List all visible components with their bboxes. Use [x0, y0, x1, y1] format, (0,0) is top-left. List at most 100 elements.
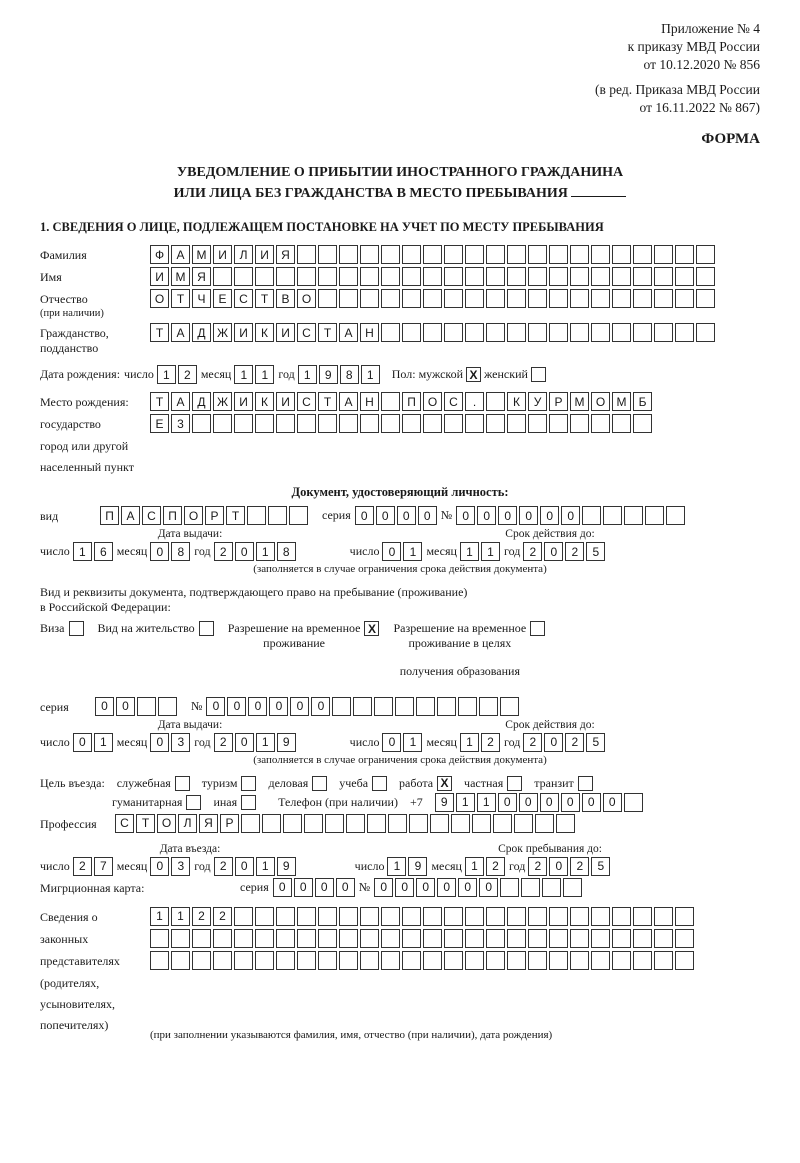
- birth_place_row2-cell-13[interactable]: [423, 414, 442, 433]
- id_doc_number-cell-3[interactable]: 0: [519, 506, 538, 525]
- patronymic-cell-11[interactable]: [381, 289, 400, 308]
- legal_reps_row3-cell-18[interactable]: [528, 951, 547, 970]
- citizenship-cell-3[interactable]: Ж: [213, 323, 232, 342]
- legal_reps_row2-cell-17[interactable]: [507, 929, 526, 948]
- legal_reps_row3-cell-7[interactable]: [297, 951, 316, 970]
- id_doc_issue_year-cell-3[interactable]: 8: [277, 542, 296, 561]
- entry_day-cell-1[interactable]: 7: [94, 857, 113, 876]
- birth_place_row2-cell-19[interactable]: [549, 414, 568, 433]
- legal_reps_row1-cell-16[interactable]: [486, 907, 505, 926]
- surname-cell-23[interactable]: [633, 245, 652, 264]
- patronymic-cell-10[interactable]: [360, 289, 379, 308]
- birth_year-cell-2[interactable]: 8: [340, 365, 359, 384]
- legal_reps_row3-cell-2[interactable]: [192, 951, 211, 970]
- birth_place_row1-cell-10[interactable]: Н: [360, 392, 379, 411]
- legal_reps_row1-cell-22[interactable]: [612, 907, 631, 926]
- birth_place_row1-cell-16[interactable]: [486, 392, 505, 411]
- birth_month-cell-0[interactable]: 1: [234, 365, 253, 384]
- stay_doc_expiry_month-cell-0[interactable]: 1: [460, 733, 479, 752]
- patronymic-cell-13[interactable]: [423, 289, 442, 308]
- name-cell-11[interactable]: [381, 267, 400, 286]
- stay_doc_expiry_year-cell-1[interactable]: 0: [544, 733, 563, 752]
- patronymic-cell-0[interactable]: О: [150, 289, 169, 308]
- birth_place_row2-cell-17[interactable]: [507, 414, 526, 433]
- patronymic-cell-12[interactable]: [402, 289, 421, 308]
- legal_reps_row3-cell-9[interactable]: [339, 951, 358, 970]
- stay_doc_issue_year-cell-3[interactable]: 9: [277, 733, 296, 752]
- legal-reps-boxes-2[interactable]: [150, 929, 694, 948]
- patronymic-cell-22[interactable]: [612, 289, 631, 308]
- phone-cell-2[interactable]: 1: [477, 793, 496, 812]
- legal_reps_row3-cell-24[interactable]: [654, 951, 673, 970]
- profession-cell-2[interactable]: О: [157, 814, 176, 833]
- surname-cell-6[interactable]: Я: [276, 245, 295, 264]
- legal_reps_row1-cell-17[interactable]: [507, 907, 526, 926]
- stay_doc_issue_year-cell-0[interactable]: 2: [214, 733, 233, 752]
- stay_doc_number-cell-8[interactable]: [374, 697, 393, 716]
- id_doc_type-cell-2[interactable]: С: [142, 506, 161, 525]
- birth_place_row2-cell-5[interactable]: [255, 414, 274, 433]
- entry_stay_day-cell-0[interactable]: 1: [387, 857, 406, 876]
- birth_place_row1-cell-11[interactable]: [381, 392, 400, 411]
- id_doc_type-cell-7[interactable]: [247, 506, 266, 525]
- stay_doc_expiry_day-cell-0[interactable]: 0: [382, 733, 401, 752]
- id_doc_series-cell-2[interactable]: 0: [397, 506, 416, 525]
- citizenship-cell-4[interactable]: И: [234, 323, 253, 342]
- citizenship-cell-6[interactable]: И: [276, 323, 295, 342]
- id_doc_expiry_year-cell-1[interactable]: 0: [544, 542, 563, 561]
- birth_place_row1-cell-2[interactable]: Д: [192, 392, 211, 411]
- legal_reps_row2-cell-16[interactable]: [486, 929, 505, 948]
- birth_place_row1-cell-4[interactable]: И: [234, 392, 253, 411]
- entry_stay_year-cell-0[interactable]: 2: [528, 857, 547, 876]
- entry_stay_year-cell-2[interactable]: 2: [570, 857, 589, 876]
- id_doc_expiry_month-cell-0[interactable]: 1: [460, 542, 479, 561]
- legal_reps_row2-cell-24[interactable]: [654, 929, 673, 948]
- birth_place_row1-cell-18[interactable]: У: [528, 392, 547, 411]
- stay_doc_issue_day-cell-0[interactable]: 0: [73, 733, 92, 752]
- option-temp-residence-edu-checkbox[interactable]: [530, 621, 545, 636]
- birth_year-cell-3[interactable]: 1: [361, 365, 380, 384]
- surname-cell-7[interactable]: [297, 245, 316, 264]
- citizenship-cell-25[interactable]: [675, 323, 694, 342]
- surname-cell-25[interactable]: [675, 245, 694, 264]
- legal_reps_row1-cell-2[interactable]: 2: [192, 907, 211, 926]
- name-cell-24[interactable]: [654, 267, 673, 286]
- patronymic-cell-2[interactable]: Ч: [192, 289, 211, 308]
- surname-cell-24[interactable]: [654, 245, 673, 264]
- birth_place_row2-cell-1[interactable]: 3: [171, 414, 190, 433]
- birth_month-cell-1[interactable]: 1: [255, 365, 274, 384]
- legal_reps_row3-cell-14[interactable]: [444, 951, 463, 970]
- birth_place_row1-cell-21[interactable]: О: [591, 392, 610, 411]
- id_doc_type-cell-8[interactable]: [268, 506, 287, 525]
- profession-cell-8[interactable]: [283, 814, 302, 833]
- migration_card_number-cell-5[interactable]: 0: [479, 878, 498, 897]
- legal_reps_row1-cell-4[interactable]: [234, 907, 253, 926]
- entry_year-cell-1[interactable]: 0: [235, 857, 254, 876]
- name-cell-17[interactable]: [507, 267, 526, 286]
- name-cell-20[interactable]: [570, 267, 589, 286]
- patronymic-cell-4[interactable]: С: [234, 289, 253, 308]
- profession-cell-13[interactable]: [388, 814, 407, 833]
- gender-female-checkbox[interactable]: [531, 367, 546, 382]
- stay_doc_number-cell-12[interactable]: [458, 697, 477, 716]
- legal_reps_row2-cell-18[interactable]: [528, 929, 547, 948]
- name-cell-1[interactable]: М: [171, 267, 190, 286]
- stay_doc_issue_day-cell-1[interactable]: 1: [94, 733, 113, 752]
- patronymic-cell-8[interactable]: [318, 289, 337, 308]
- birth_place_row1-cell-3[interactable]: Ж: [213, 392, 232, 411]
- birth_place_row2-cell-4[interactable]: [234, 414, 253, 433]
- id_doc_type-cell-4[interactable]: О: [184, 506, 203, 525]
- name-cell-16[interactable]: [486, 267, 505, 286]
- patronymic-cell-1[interactable]: Т: [171, 289, 190, 308]
- birth_place_row2-cell-20[interactable]: [570, 414, 589, 433]
- patronymic-cell-20[interactable]: [570, 289, 589, 308]
- phone-cell-9[interactable]: [624, 793, 643, 812]
- name-cell-10[interactable]: [360, 267, 379, 286]
